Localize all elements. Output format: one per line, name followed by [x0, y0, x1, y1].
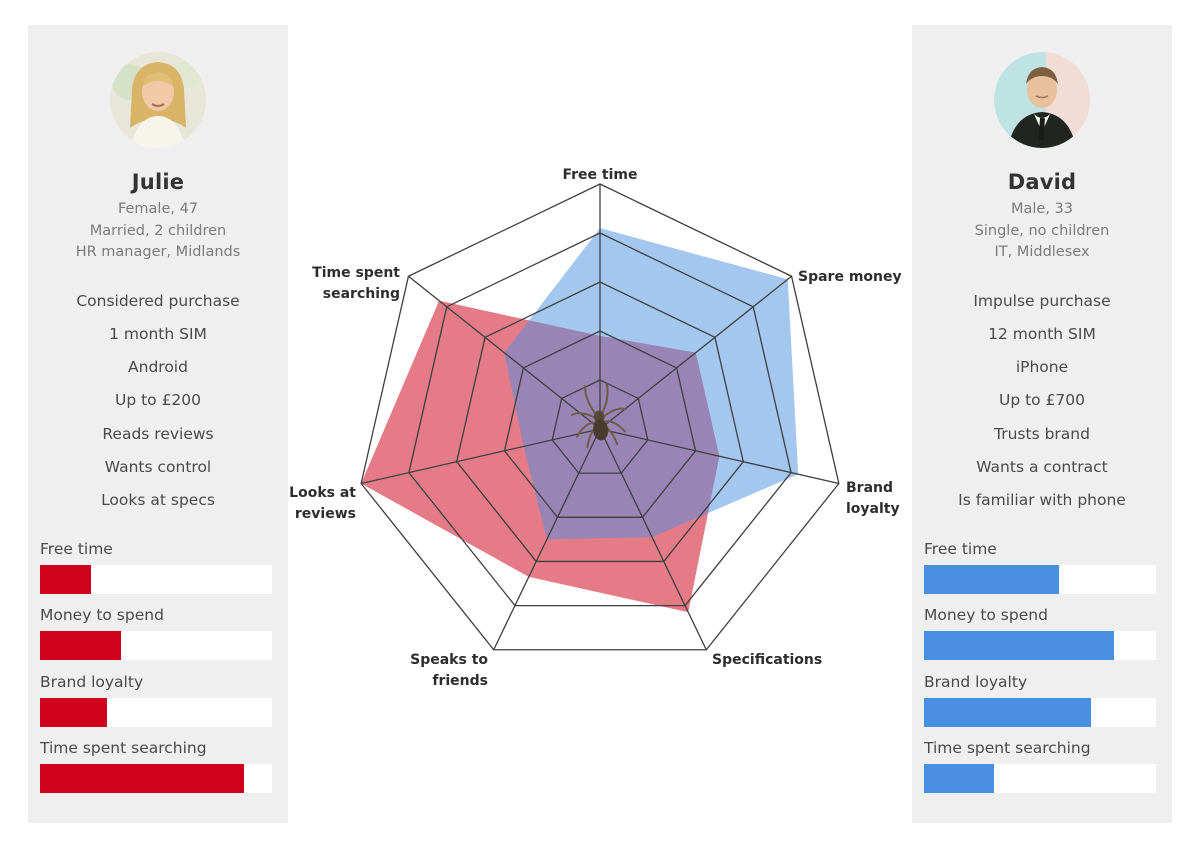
- persona-attributes: Considered purchase 1 month SIM Android …: [28, 285, 288, 518]
- radar-grid-spoke: [599, 428, 840, 485]
- bar-label: Money to spend: [924, 606, 1048, 625]
- bar-label: Brand loyalty: [924, 672, 1028, 691]
- bar-label: Free time: [924, 539, 997, 558]
- bar-track: [40, 764, 272, 794]
- detail-line: IT, Middlesex: [994, 244, 1090, 260]
- radar-grid-spoke: [599, 275, 792, 430]
- bar-fill: [40, 697, 108, 727]
- attribute-item: iPhone: [1015, 358, 1069, 377]
- axis-label-looks-at-reviews: Looks at reviews: [289, 485, 356, 522]
- persona-name: David: [1007, 170, 1077, 194]
- bar-label: Free time: [40, 539, 113, 558]
- attribute-item: 1 month SIM: [109, 324, 207, 343]
- bar-chart-david: Free time Money to spend Brand loyalty T…: [912, 540, 1172, 794]
- persona-attributes: Impulse purchase 12 month SIM iPhone Up …: [912, 285, 1172, 518]
- radar-grid-ring: [503, 330, 697, 518]
- bar-fill: [40, 764, 245, 794]
- bar-track: [924, 631, 1156, 661]
- bar-track: [40, 697, 272, 727]
- bar-track: [40, 631, 272, 661]
- bar-label: Time spent searching: [924, 739, 1091, 758]
- axis-label-free-time: Free time: [562, 167, 637, 183]
- radar-grid-spoke: [493, 428, 601, 651]
- attribute-item: 12 month SIM: [988, 324, 1096, 343]
- persona-details: Female, 47 Married, 2 children HR manage…: [28, 199, 288, 264]
- axis-label-spare-money: Spare money: [798, 269, 902, 285]
- radar-series-david: [504, 228, 799, 540]
- axis-label-specifications: Specifications: [712, 652, 822, 668]
- persona-name: Julie: [131, 170, 185, 194]
- bar-track: [924, 697, 1156, 727]
- attribute-item: Trusts brand: [994, 424, 1090, 443]
- bar-track: [40, 564, 272, 594]
- attribute-item: Wants a contract: [976, 457, 1108, 476]
- radar-grid-spoke: [599, 428, 707, 651]
- bar-chart-julie: Free time Money to spend Brand loyalty T…: [28, 540, 288, 794]
- bar-label: Time spent searching: [40, 739, 207, 758]
- bar-group: Free time: [40, 540, 272, 594]
- bar-group: Money to spend: [40, 606, 272, 661]
- attribute-item: Impulse purchase: [973, 291, 1111, 310]
- detail-line: HR manager, Midlands: [75, 244, 241, 260]
- bar-track: [924, 764, 1156, 794]
- attribute-item: Looks at specs: [101, 491, 215, 510]
- attribute-item: Up to £200: [114, 391, 202, 410]
- axis-label-brand-loyalty: Brand loyalty: [846, 480, 900, 517]
- persona-card-julie: Julie Female, 47 Married, 2 children HR …: [28, 25, 288, 823]
- detail-line: Female, 47: [117, 201, 199, 217]
- persona-card-david: David Male, 33 Single, no children IT, M…: [912, 25, 1172, 823]
- bar-fill: [924, 764, 994, 794]
- attribute-item: Is familiar with phone: [958, 491, 1126, 510]
- detail-line: Male, 33: [1010, 201, 1073, 217]
- blonde-woman-photo-icon: [110, 52, 206, 148]
- bar-group: Time spent searching: [924, 739, 1156, 794]
- bar-group: Money to spend: [924, 606, 1156, 661]
- avatar-julie: [110, 52, 206, 148]
- bar-fill: [924, 697, 1092, 727]
- avatar-david: [994, 52, 1090, 148]
- bar-group: Brand loyalty: [924, 673, 1156, 727]
- bar-group: Time spent searching: [40, 739, 272, 794]
- bar-group: Brand loyalty: [40, 673, 272, 727]
- bar-track: [924, 564, 1156, 594]
- detail-line: Single, no children: [974, 222, 1110, 239]
- bar-fill: [924, 564, 1059, 594]
- persona-details: Male, 33 Single, no children IT, Middles…: [912, 199, 1172, 264]
- radar-grid-ring: [455, 281, 745, 563]
- radar-grid-spoke: [408, 275, 601, 430]
- attribute-item: Reads reviews: [102, 424, 214, 443]
- man-in-suit-photo-icon: [994, 52, 1090, 148]
- axis-label-time-spent-searching: Time spent searching: [312, 265, 400, 302]
- bar-label: Brand loyalty: [40, 672, 144, 691]
- attribute-item: Considered purchase: [76, 291, 240, 310]
- radar-grid-ring: [551, 379, 649, 474]
- radar-grid-spoke: [360, 428, 601, 485]
- axis-label-speaks-to-friends: Speaks to friends: [410, 652, 488, 689]
- attribute-item: Android: [128, 358, 188, 377]
- spider-icon: [570, 383, 627, 449]
- bar-group: Free time: [924, 540, 1156, 594]
- detail-line: Married, 2 children: [89, 222, 227, 239]
- bar-label: Money to spend: [40, 606, 164, 625]
- attribute-item: Wants control: [104, 457, 212, 476]
- radar-grid-ring: [408, 232, 792, 607]
- bar-fill: [40, 564, 92, 594]
- bar-fill: [40, 631, 122, 661]
- bar-fill: [924, 631, 1115, 661]
- attribute-item: Up to £700: [998, 391, 1086, 410]
- radar-grid-ring: [360, 183, 840, 651]
